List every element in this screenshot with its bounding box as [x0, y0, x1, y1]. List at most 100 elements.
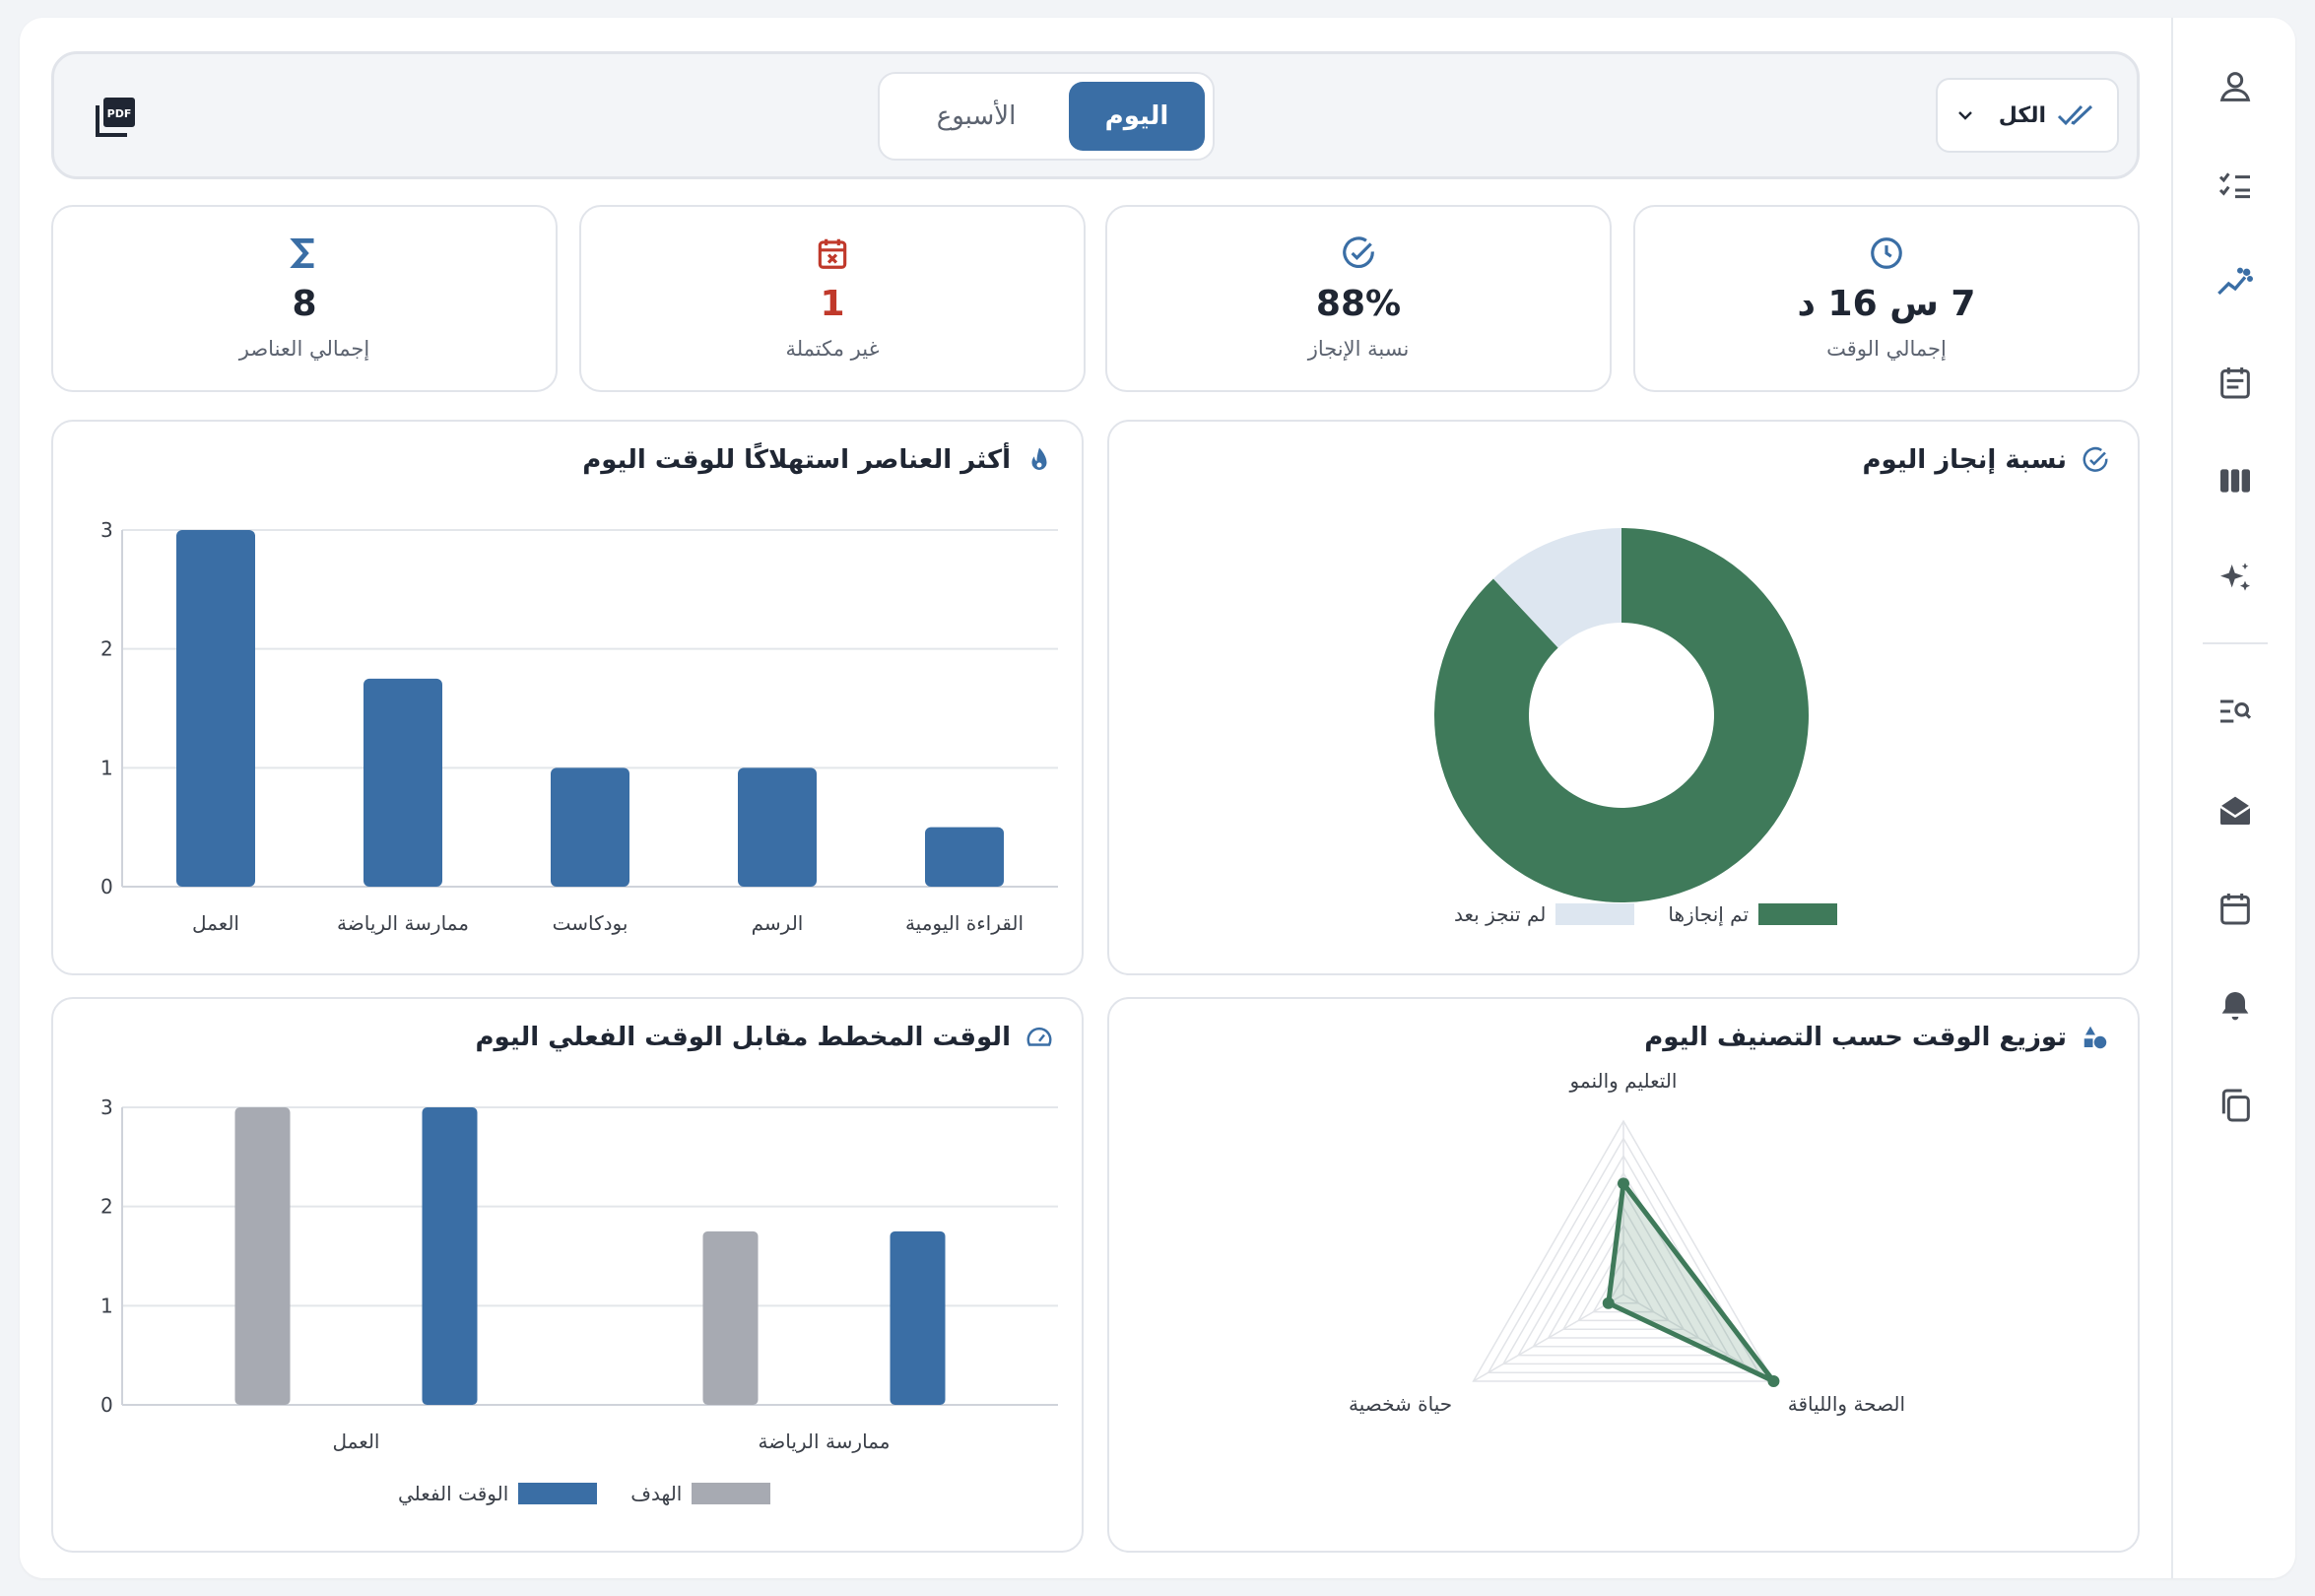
sidebar-item-copy[interactable] — [2206, 1076, 2265, 1135]
sidebar-item-daily[interactable] — [2206, 353, 2265, 412]
radar-area — [1606, 1180, 1776, 1384]
x-tick-label: بودكاست — [553, 911, 628, 935]
stat-value: 8 — [292, 284, 317, 324]
card-top-items: أكثر العناصر استهلاكًا للوقت اليوم 0 1 2 3 ا… — [51, 420, 1084, 975]
chevron-down-icon — [1958, 111, 1972, 120]
calendar-x-icon — [818, 238, 847, 269]
stat-total-time: 7 س 16 د إجمالي الوقت — [1633, 205, 2140, 392]
pdf-label: PDF — [107, 107, 132, 120]
stat-value: 1 — [820, 284, 845, 324]
bar — [738, 767, 817, 887]
period-switch: اليوم الأسبوع — [878, 72, 1215, 161]
sidebar-item-tasks[interactable] — [2206, 156, 2265, 215]
user-icon — [2219, 72, 2251, 101]
x-tick-label: الرسم — [752, 911, 804, 935]
y-tick-label: 3 — [100, 518, 113, 542]
y-tick-label: 1 — [100, 1294, 113, 1317]
y-tick-label: 2 — [100, 1195, 113, 1219]
donut-slice — [1434, 528, 1809, 902]
card-title: الوقت المخطط مقابل الوقت الفعلي اليوم — [476, 1023, 1055, 1052]
tab-week[interactable]: الأسبوع — [936, 101, 1017, 131]
tab-today[interactable]: اليوم — [1069, 82, 1205, 151]
radar-point — [1618, 1177, 1629, 1190]
calendar-note-icon — [2220, 367, 2250, 399]
stat-label: نسبة الإنجاز — [1307, 337, 1410, 361]
double-check-icon — [2057, 104, 2093, 126]
planned-actual-bar-chart: 0 1 2 3 العمل ممارسة الرياضة — [100, 1096, 1058, 1453]
trend-icon — [2217, 267, 2254, 296]
legend-swatch — [1555, 903, 1635, 925]
sidebar-item-calendar[interactable] — [2206, 879, 2265, 938]
filter-dropdown[interactable]: الكل — [1936, 78, 2119, 153]
x-tick-label: العمل — [192, 911, 239, 935]
radar-grid — [1561, 1224, 1686, 1330]
filter-label: الكل — [1998, 102, 2046, 128]
sidebar-divider — [2203, 642, 2268, 644]
bell-icon — [2221, 992, 2249, 1021]
list-search-icon — [2220, 699, 2252, 723]
sidebar-item-notifications[interactable] — [2206, 977, 2265, 1036]
stat-label: إجمالي العناصر — [238, 337, 370, 361]
legend-swatch — [692, 1483, 771, 1504]
legend-swatch — [1758, 903, 1838, 925]
bar — [176, 530, 255, 887]
bar — [422, 1107, 478, 1405]
legend-item: الوقت الفعلي — [398, 1482, 598, 1505]
sidebar-item-board[interactable] — [2206, 451, 2265, 510]
sidebar-item-ai[interactable] — [2206, 550, 2265, 609]
y-tick-label: 0 — [100, 1393, 113, 1417]
radar-axis-label: حياة شخصية — [1349, 1392, 1452, 1416]
legend-item: تم إنجازها — [1668, 902, 1838, 926]
radar-grid — [1517, 1171, 1730, 1357]
legend-label: الهدف — [630, 1482, 683, 1505]
stat-value: 7 س 16 د — [1797, 284, 1976, 324]
gauge-icon — [1026, 1027, 1052, 1046]
stat-completion: 88% نسبة الإنجاز — [1105, 205, 1612, 392]
y-tick-label: 1 — [100, 756, 113, 779]
radar-point — [1602, 1297, 1615, 1309]
donut-chart — [1434, 528, 1809, 902]
checklist-icon — [2218, 172, 2250, 199]
radar-grid — [1547, 1206, 1700, 1339]
card-distribution: توزيع الوقت حسب التصنيف اليوم التعليم وا… — [1107, 997, 2140, 1553]
bar — [890, 1230, 946, 1405]
bar — [925, 827, 1004, 887]
y-tick-label: 2 — [100, 637, 113, 661]
sidebar-item-profile[interactable] — [2206, 57, 2265, 116]
radar-axis-label: الصحة واللياقة — [1788, 1392, 1905, 1416]
check-circle-icon — [2083, 446, 2108, 472]
stat-label: غير مكتملة — [785, 337, 880, 361]
calendar-icon — [2220, 894, 2250, 925]
x-tick-label: ممارسة الرياضة — [337, 911, 469, 935]
legend-label: تم إنجازها — [1668, 902, 1750, 926]
radar-grid — [1472, 1119, 1775, 1382]
card-completion: نسبة إنجاز اليوم تم إنجازها لم تنجز بعد — [1107, 420, 2140, 975]
sidebar-item-search[interactable] — [2206, 682, 2265, 741]
radar-spoke — [1473, 1294, 1624, 1382]
sidebar-item-analytics[interactable] — [2206, 254, 2265, 313]
bar — [551, 767, 629, 887]
x-tick-label: العمل — [332, 1430, 379, 1453]
radar-grid — [1607, 1275, 1640, 1304]
top-items-title: أكثر العناصر استهلاكًا للوقت اليوم — [582, 445, 1011, 475]
sparkles-icon — [2220, 563, 2250, 591]
pdf-export-button[interactable]: PDF — [92, 94, 139, 141]
pdf-icon: PDF — [96, 98, 135, 137]
bar — [234, 1107, 291, 1405]
sidebar — [2171, 18, 2295, 1578]
y-tick-label: 0 — [100, 875, 113, 898]
donut-slice — [1492, 528, 1621, 648]
sigma-icon — [290, 237, 314, 269]
legend-item: لم تنجز بعد — [1454, 902, 1635, 926]
completion-title: نسبة إنجاز اليوم — [1862, 445, 2068, 475]
bar — [702, 1230, 759, 1405]
stat-total-items: 8 إجمالي العناصر — [51, 205, 558, 392]
stat-value: 88% — [1315, 284, 1402, 324]
planned-title: الوقت المخطط مقابل الوقت الفعلي اليوم — [475, 1023, 1012, 1052]
bar — [364, 678, 442, 887]
legend-label: الوقت الفعلي — [398, 1482, 509, 1505]
radar-axis-label: التعليم والنمو — [1569, 1069, 1678, 1093]
sidebar-item-inbox[interactable] — [2206, 780, 2265, 839]
card-title: توزيع الوقت حسب التصنيف اليوم — [1644, 1023, 2110, 1052]
stat-incomplete: 1 غير مكتملة — [579, 205, 1086, 392]
